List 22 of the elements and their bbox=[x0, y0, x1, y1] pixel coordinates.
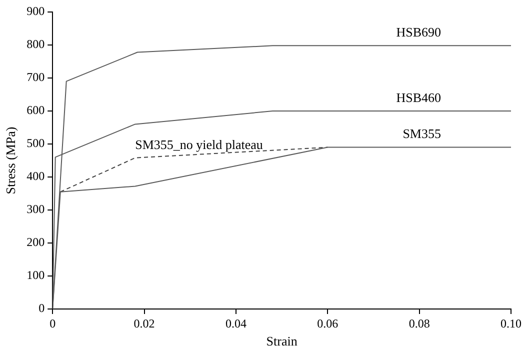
x-tick-label: 0.02 bbox=[134, 316, 155, 330]
y-axis-title: Stress (MPa) bbox=[3, 126, 18, 194]
series-label: HSB460 bbox=[396, 90, 441, 105]
y-tick-label: 100 bbox=[26, 268, 45, 282]
x-tick-label: 0.04 bbox=[225, 316, 246, 330]
y-tick-label: 400 bbox=[26, 169, 45, 184]
x-tick-label: 0.10 bbox=[500, 316, 522, 330]
series-label: HSB690 bbox=[396, 24, 441, 40]
x-tick-label: 0.08 bbox=[408, 316, 430, 330]
y-tick-label: 800 bbox=[26, 37, 45, 52]
y-tick-label: 0 bbox=[38, 301, 45, 316]
y-tick-label: 200 bbox=[26, 235, 45, 250]
y-tick-label: 900 bbox=[26, 4, 45, 18]
series-label: SM355_no yield plateau bbox=[135, 136, 264, 152]
x-tick-label: 0.06 bbox=[317, 316, 338, 330]
y-tick-label: 600 bbox=[26, 103, 45, 118]
y-tick-label: 300 bbox=[26, 202, 45, 216]
y-tick-label: 700 bbox=[26, 70, 45, 84]
series-label: SM355 bbox=[402, 126, 441, 142]
x-tick-label: 0 bbox=[50, 316, 56, 330]
y-tick-label: 500 bbox=[26, 136, 45, 150]
x-axis-title: Strain bbox=[266, 334, 298, 349]
